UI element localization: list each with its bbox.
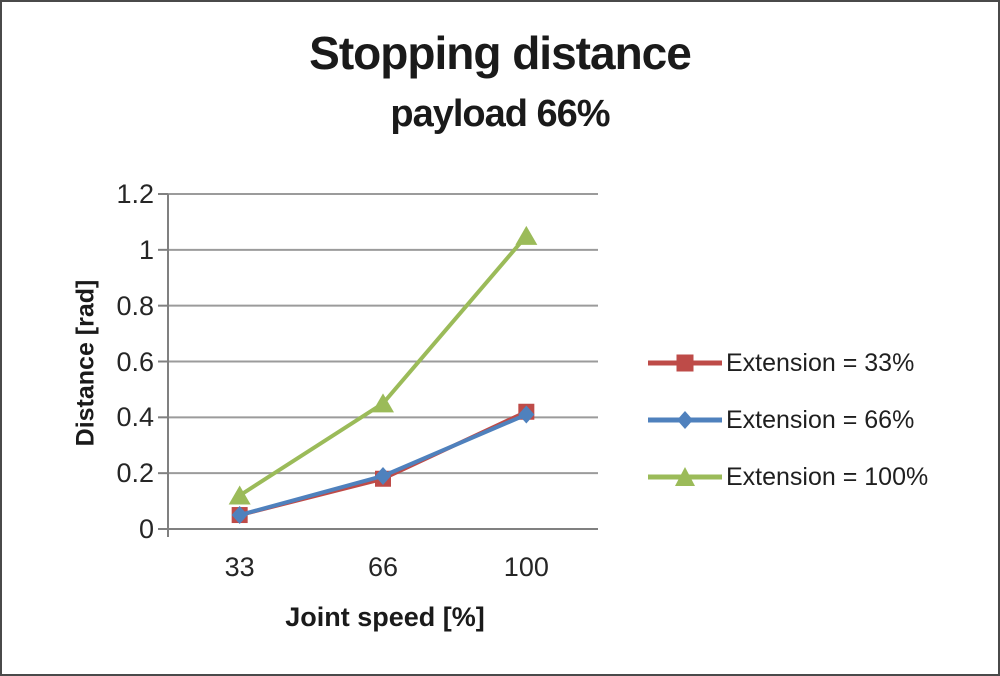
y-tick-label: 0 [138, 514, 154, 544]
chart-subtitle: payload 66% [390, 93, 610, 135]
legend-label: Extension = 33% [726, 348, 915, 377]
legend-entry: Extension = 100% [648, 454, 928, 500]
x-tick-label: 66 [367, 552, 399, 582]
triangle-marker [228, 485, 251, 505]
chart-title: Stopping distance [309, 27, 692, 79]
diamond-marker [231, 506, 248, 525]
y-tick-label: 1 [138, 234, 154, 265]
x-tick-label: 100 [503, 552, 549, 582]
legend-label: Extension = 100% [726, 462, 929, 491]
y-tick-label: 0.2 [116, 458, 154, 489]
y-tick-label: 0.6 [116, 346, 154, 377]
diamond-legend-key-icon [648, 411, 722, 429]
triangle-marker [372, 393, 394, 413]
x-axis-title: Joint speed [%] [285, 602, 485, 632]
series-line [238, 234, 528, 498]
series-line [239, 409, 528, 517]
triangle-marker [515, 225, 538, 245]
y-axis-title: Distance [rad] [71, 279, 100, 447]
y-tick-label: 0.8 [116, 290, 154, 321]
diamond-marker [518, 405, 535, 424]
diamond-marker [375, 466, 391, 485]
legend-entry: Extension = 66% [648, 397, 928, 443]
legend-entry: Extension = 33% [648, 340, 928, 386]
x-tick-label: 33 [224, 552, 255, 582]
square-legend-key-icon [648, 354, 722, 372]
triangle-legend-key-icon [648, 467, 722, 486]
legend: Extension = 33% Extension = 66% Extension … [648, 340, 928, 500]
series-line [239, 412, 528, 517]
y-tick-label: 0.4 [116, 402, 154, 433]
legend-label: Extension = 66% [726, 405, 915, 434]
y-tick-label: 1.2 [116, 179, 154, 209]
